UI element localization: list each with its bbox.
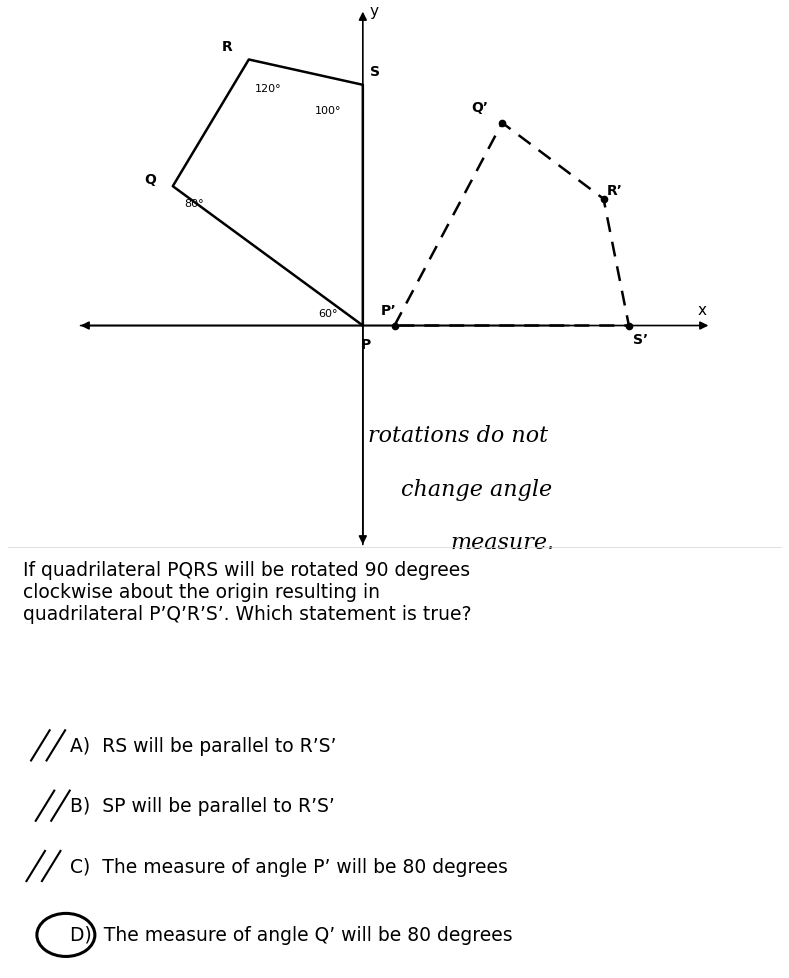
Text: x: x (697, 303, 706, 318)
Text: 60°: 60° (319, 309, 338, 319)
Text: P’: P’ (380, 304, 396, 318)
Text: D)  The measure of angle Q’ will be 80 degrees: D) The measure of angle Q’ will be 80 de… (69, 925, 512, 945)
Text: R: R (221, 40, 232, 54)
Text: 120°: 120° (255, 84, 282, 94)
Text: B)  SP will be parallel to R’S’: B) SP will be parallel to R’S’ (69, 796, 335, 816)
Text: A)  RS will be parallel to R’S’: A) RS will be parallel to R’S’ (69, 736, 336, 755)
Text: P: P (361, 337, 371, 351)
Text: Q: Q (144, 173, 156, 187)
Text: C)  The measure of angle P’ will be 80 degrees: C) The measure of angle P’ will be 80 de… (69, 857, 507, 875)
Text: If quadrilateral PQRS will be rotated 90 degrees
clockwise about the origin resu: If quadrilateral PQRS will be rotated 90… (24, 560, 472, 624)
Text: measure.: measure. (451, 532, 554, 554)
Text: Q’: Q’ (472, 102, 488, 115)
Text: change angle: change angle (402, 478, 552, 500)
Text: S’: S’ (633, 333, 648, 347)
Text: 80°: 80° (184, 200, 204, 209)
Text: R’: R’ (607, 184, 623, 198)
Text: rotations do not: rotations do not (368, 424, 548, 446)
Text: y: y (370, 4, 379, 20)
Text: 100°: 100° (316, 107, 342, 116)
Text: S: S (371, 66, 380, 79)
